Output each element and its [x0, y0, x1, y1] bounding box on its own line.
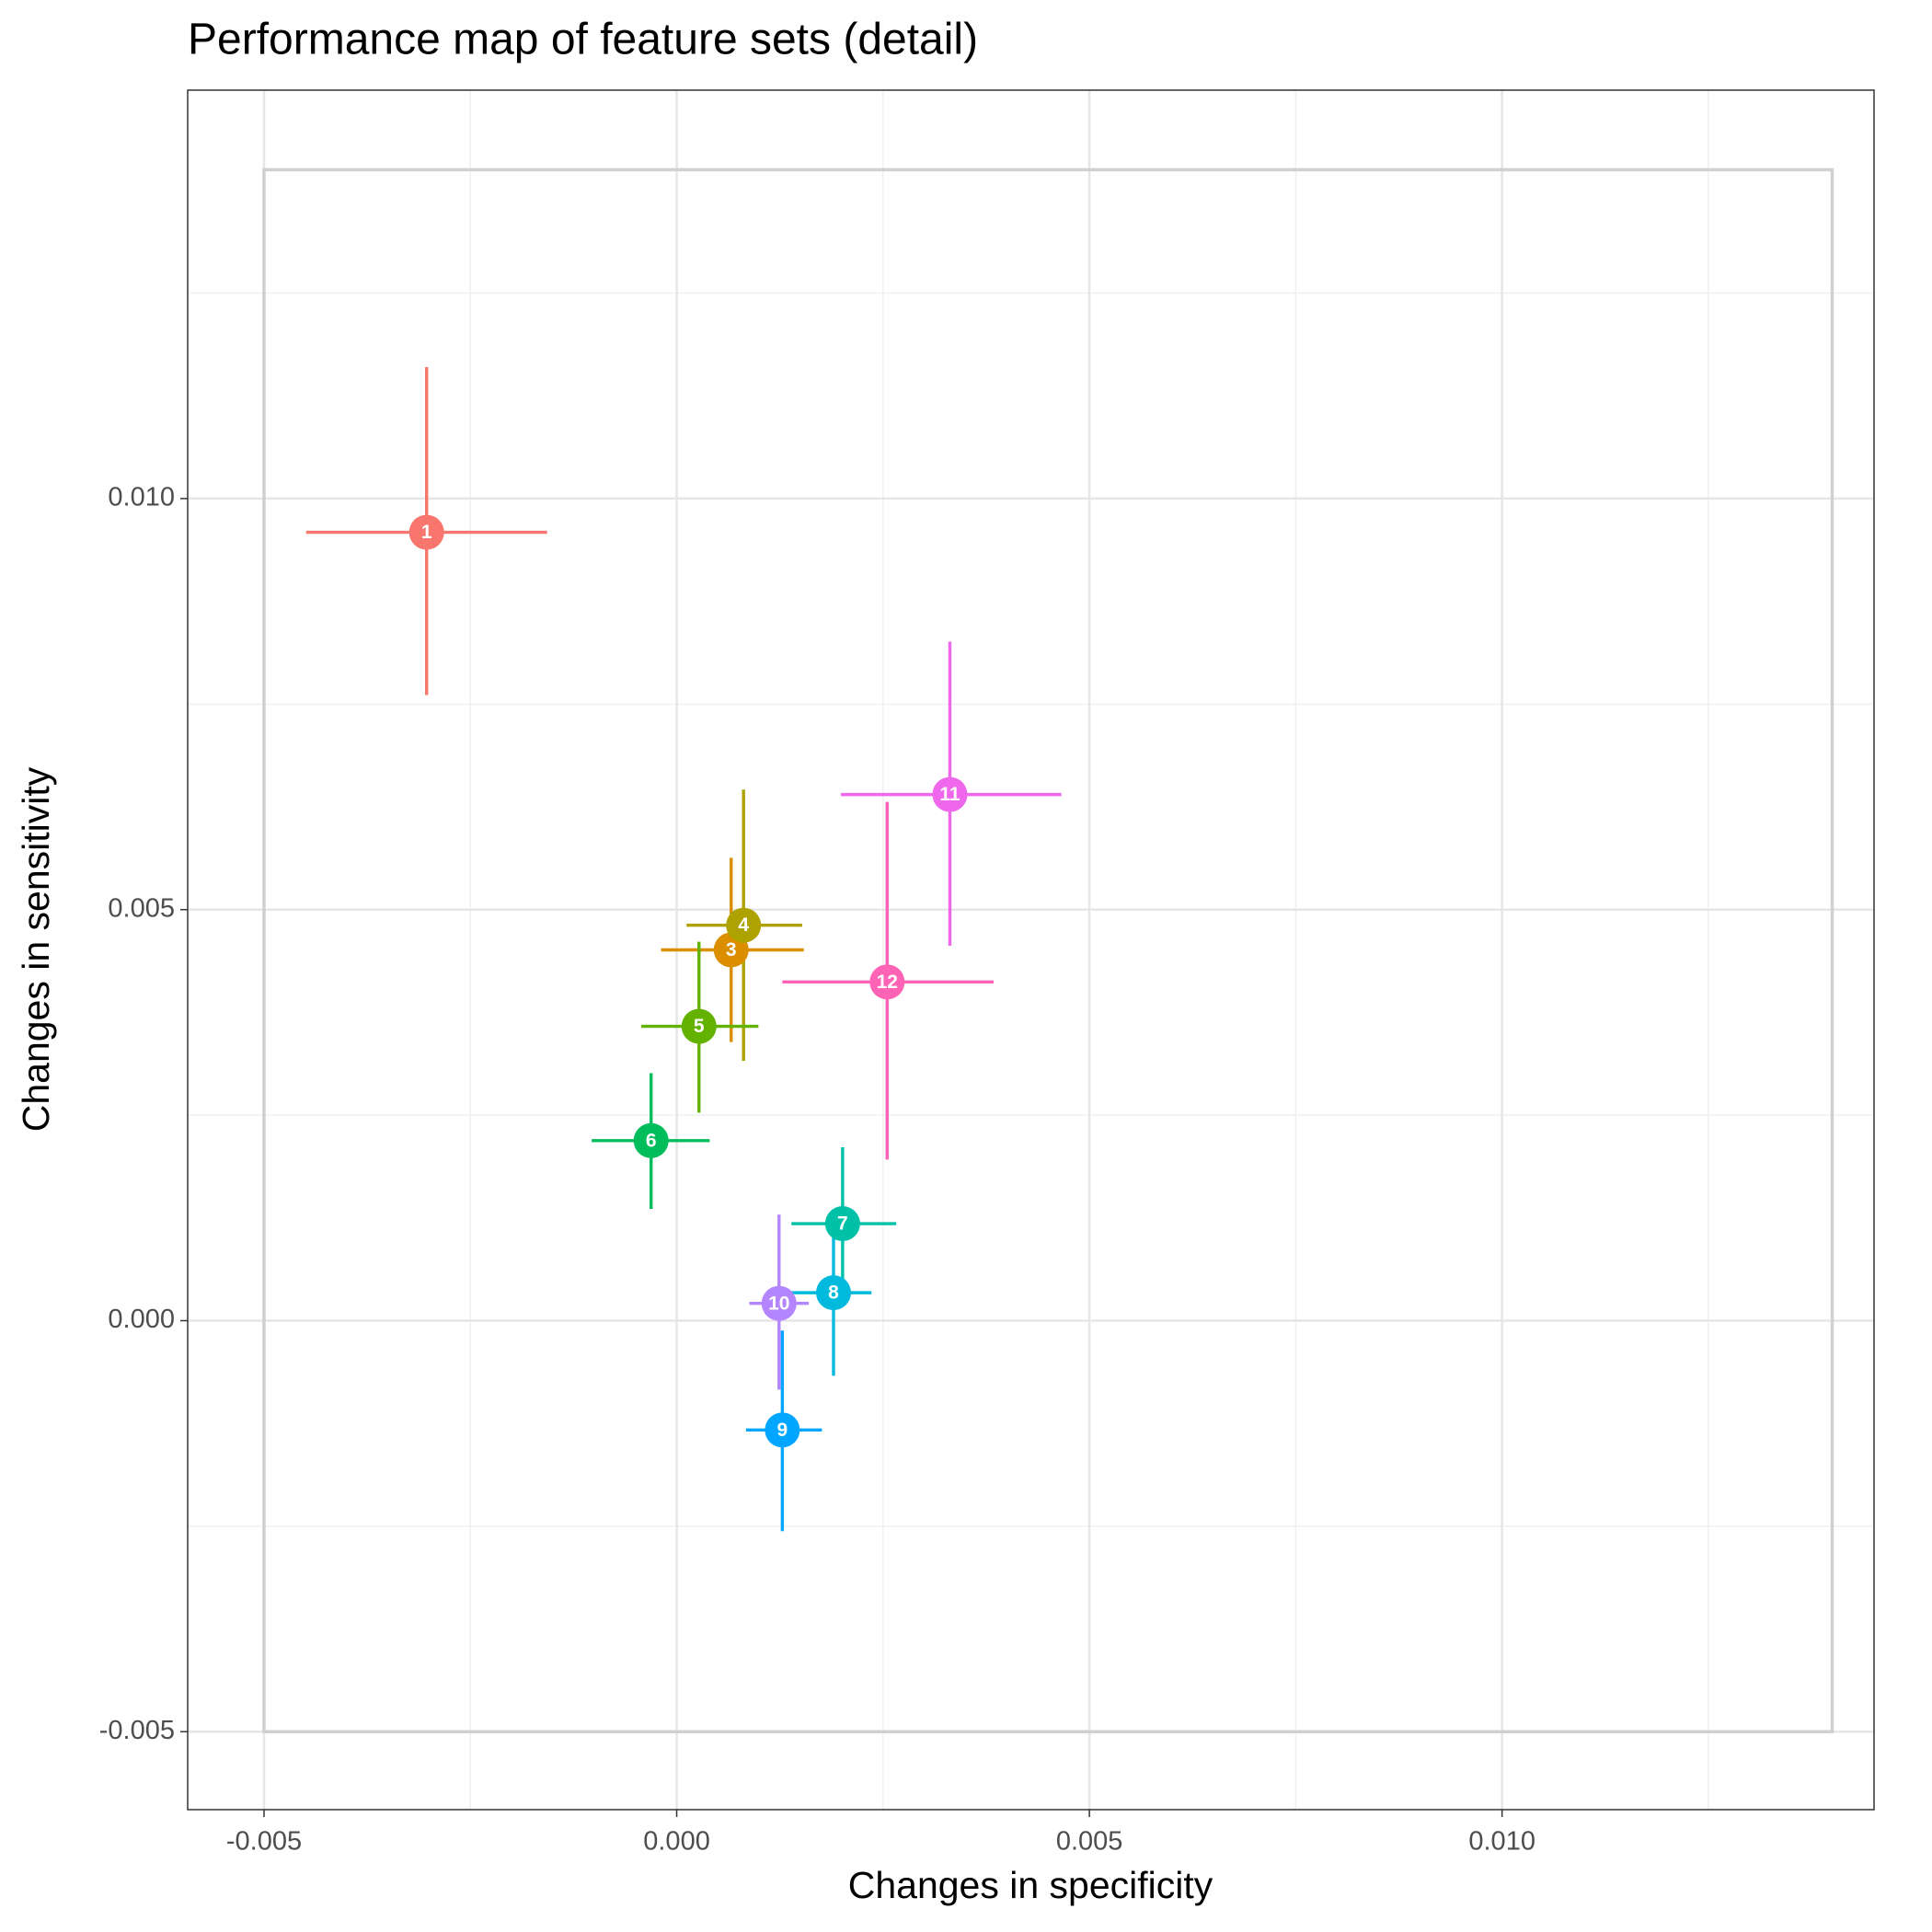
point	[408, 514, 444, 550]
y-tick-label: -0.005	[99, 1716, 175, 1745]
point	[824, 1206, 860, 1242]
point-label: 5	[694, 1016, 705, 1037]
x-tick-label: -0.005	[226, 1827, 302, 1857]
point-label: 6	[646, 1130, 657, 1151]
point	[633, 1122, 669, 1158]
point	[761, 1285, 797, 1321]
point	[681, 1008, 717, 1044]
point-label: 11	[939, 784, 960, 805]
point-label: 3	[726, 939, 737, 960]
point	[815, 1275, 851, 1311]
point-label: 7	[837, 1213, 848, 1235]
x-tick-label: 0.000	[643, 1827, 710, 1857]
x-tick-label: 0.010	[1468, 1827, 1535, 1857]
point	[726, 907, 762, 943]
y-tick-label: 0.000	[108, 1305, 175, 1334]
point	[765, 1412, 800, 1448]
point-label: 9	[777, 1420, 788, 1441]
y-axis-label: Changes in sensitivity	[15, 766, 57, 1132]
x-axis-label: Changes in specificity	[848, 1864, 1213, 1906]
point-label: 12	[877, 972, 898, 993]
y-tick-label: 0.010	[108, 483, 175, 512]
chart-title: Performance map of feature sets (detail)	[188, 16, 978, 64]
point-label: 8	[828, 1282, 839, 1304]
panel-border	[187, 89, 1875, 1811]
point	[869, 964, 905, 1000]
reference-box	[262, 167, 1834, 1734]
point-label: 1	[421, 522, 432, 543]
point	[932, 776, 968, 812]
x-tick-label: 0.005	[1056, 1827, 1123, 1857]
point-label: 4	[738, 914, 749, 936]
point-label: 10	[768, 1293, 789, 1314]
y-tick-label: 0.005	[108, 893, 175, 923]
